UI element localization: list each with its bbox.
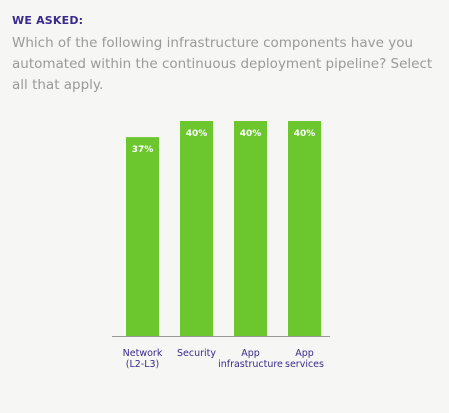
category-label-line: App [295, 348, 314, 359]
category-label-line: Network [123, 348, 163, 359]
category-label-line: Security [177, 348, 216, 359]
category-label-3: App services [285, 348, 324, 370]
category-label-1: Security [177, 348, 216, 359]
bar-value-label-0: 37% [132, 145, 154, 155]
category-label-line: services [285, 359, 324, 370]
section-kicker: WE ASKED: [12, 14, 84, 27]
category-label-2: App infrastructure [218, 348, 283, 370]
bar-2 [234, 121, 267, 336]
category-label-line: App [241, 348, 260, 359]
bar-value-label-1: 40% [186, 129, 208, 139]
survey-question: Which of the following infrastructure co… [12, 35, 433, 93]
bar-3 [288, 121, 321, 336]
bar-0 [126, 137, 159, 336]
category-label-0: Network (L2-L3) [123, 348, 163, 370]
bar-value-label-3: 40% [294, 129, 316, 139]
bar-value-label-2: 40% [240, 129, 262, 139]
category-label-line: (L2-L3) [126, 359, 160, 370]
category-label-line: infrastructure [218, 359, 283, 370]
bar-1 [180, 121, 213, 336]
